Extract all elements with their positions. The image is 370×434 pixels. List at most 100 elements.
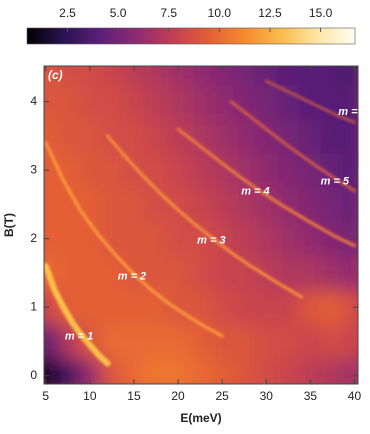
heatmap-cell — [188, 186, 212, 223]
heatmap-cell — [342, 289, 358, 325]
heatmap-cell — [44, 118, 58, 154]
heatmap-cell — [188, 84, 212, 120]
curve-label: m = 3 — [197, 235, 225, 247]
heatmap-cell — [122, 358, 146, 384]
heatmap-cell — [78, 84, 102, 120]
colorbar-tick-label: 10.0 — [208, 6, 232, 20]
curve-label: m = 6 — [338, 106, 367, 118]
heatmap-cell — [188, 323, 212, 360]
heatmap-cell — [254, 66, 278, 86]
heatmap-cell — [188, 358, 212, 384]
heatmap-cell — [56, 118, 80, 154]
heatmap-cell — [166, 323, 190, 360]
x-tick-label: 5 — [42, 389, 49, 403]
heatmap-cell — [298, 358, 322, 384]
heatmap-cell — [210, 118, 234, 154]
y-tick-label: 1 — [30, 299, 37, 313]
heatmap-cell — [166, 221, 190, 257]
heatmap-cell — [232, 84, 256, 120]
heatmap-cell — [254, 289, 278, 325]
heatmap-cell — [298, 255, 322, 291]
ridge — [176, 127, 357, 248]
heatmap-cell — [56, 221, 80, 257]
y-tick-label: 3 — [30, 162, 37, 176]
heatmap-cell — [298, 323, 322, 360]
heatmap-cell — [210, 323, 234, 360]
heatmap-cell — [210, 152, 234, 188]
heatmap-cell — [232, 118, 256, 154]
heatmap-cell — [298, 221, 322, 257]
heatmap-cell — [44, 66, 58, 86]
heatmap-cell — [122, 323, 146, 360]
ridges — [44, 79, 357, 367]
heatmap-cell — [144, 323, 168, 360]
heatmap-cell — [320, 118, 344, 154]
heatmap-cell — [144, 66, 168, 86]
heatmap-cell — [166, 289, 190, 325]
heatmap-cell — [254, 358, 278, 384]
heatmap-cell — [100, 255, 124, 291]
colorbar — [26, 27, 356, 45]
heatmap-cell — [298, 118, 322, 154]
heatmap-cell — [100, 84, 124, 120]
ridge — [229, 100, 357, 193]
heatmap-cell — [78, 152, 102, 188]
heatmap-cell — [298, 186, 322, 223]
heatmap-cell — [232, 358, 256, 384]
heatmap-cell — [166, 255, 190, 291]
heatmap-cell — [276, 152, 300, 188]
heatmap-cell — [144, 221, 168, 257]
heatmap-cell — [232, 186, 256, 223]
panel-label: (c) — [48, 68, 63, 82]
heatmap-cell — [100, 323, 124, 360]
x-tick-label: 40 — [348, 389, 362, 403]
heatmap-cell — [188, 255, 212, 291]
heatmap-cell — [188, 66, 212, 86]
x-tick-label: 25 — [215, 389, 229, 403]
heatmap-cell — [78, 221, 102, 257]
heatmap-cell — [100, 289, 124, 325]
ridge — [264, 79, 357, 124]
heatmap-cell — [166, 152, 190, 188]
x-axis-label: E(meV) — [180, 411, 221, 425]
heatmap-cell — [320, 186, 344, 223]
colorbar-tick-label: 12.5 — [258, 6, 282, 20]
heatmap-cell — [276, 255, 300, 291]
heatmap-cell — [276, 289, 300, 325]
heatmap-cell — [320, 323, 344, 360]
heatmap-cell — [298, 289, 322, 325]
heatmap-cell — [144, 186, 168, 223]
heatmap-cell — [166, 84, 190, 120]
heatmap-cell — [320, 289, 344, 325]
heatmap-cell — [144, 358, 168, 384]
heatmap-cell — [78, 118, 102, 154]
heatmap-cell — [232, 289, 256, 325]
heatmap-cell — [298, 66, 322, 86]
heatmap-cell — [342, 255, 358, 291]
heatmap-cell — [254, 186, 278, 223]
heatmap-cell — [166, 118, 190, 154]
heatmap-cell — [122, 84, 146, 120]
heatmap-cell — [44, 358, 58, 384]
heatmap-cell — [188, 118, 212, 154]
heatmap-cell — [188, 221, 212, 257]
heatmap-cell — [210, 186, 234, 223]
colorbar-tick-label: 2.5 — [59, 6, 76, 20]
heatmap-cell — [254, 152, 278, 188]
heatmap-cell — [122, 186, 146, 223]
heatmap-cell — [342, 152, 358, 188]
heatmap-cell — [166, 66, 190, 86]
heatmap-cell — [100, 66, 124, 86]
heatmap-cell — [56, 84, 80, 120]
heatmap-cell — [56, 66, 80, 86]
heatmap-cell — [210, 289, 234, 325]
heatmap-cell — [144, 118, 168, 154]
heatmap-cell — [320, 255, 344, 291]
heatmap-cell — [254, 323, 278, 360]
x-tick-label: 35 — [304, 389, 318, 403]
heatmap-cell — [210, 358, 234, 384]
x-tick-label: 10 — [83, 389, 97, 403]
curve-label: m = 4 — [241, 185, 269, 197]
y-tick-label: 4 — [30, 94, 37, 108]
